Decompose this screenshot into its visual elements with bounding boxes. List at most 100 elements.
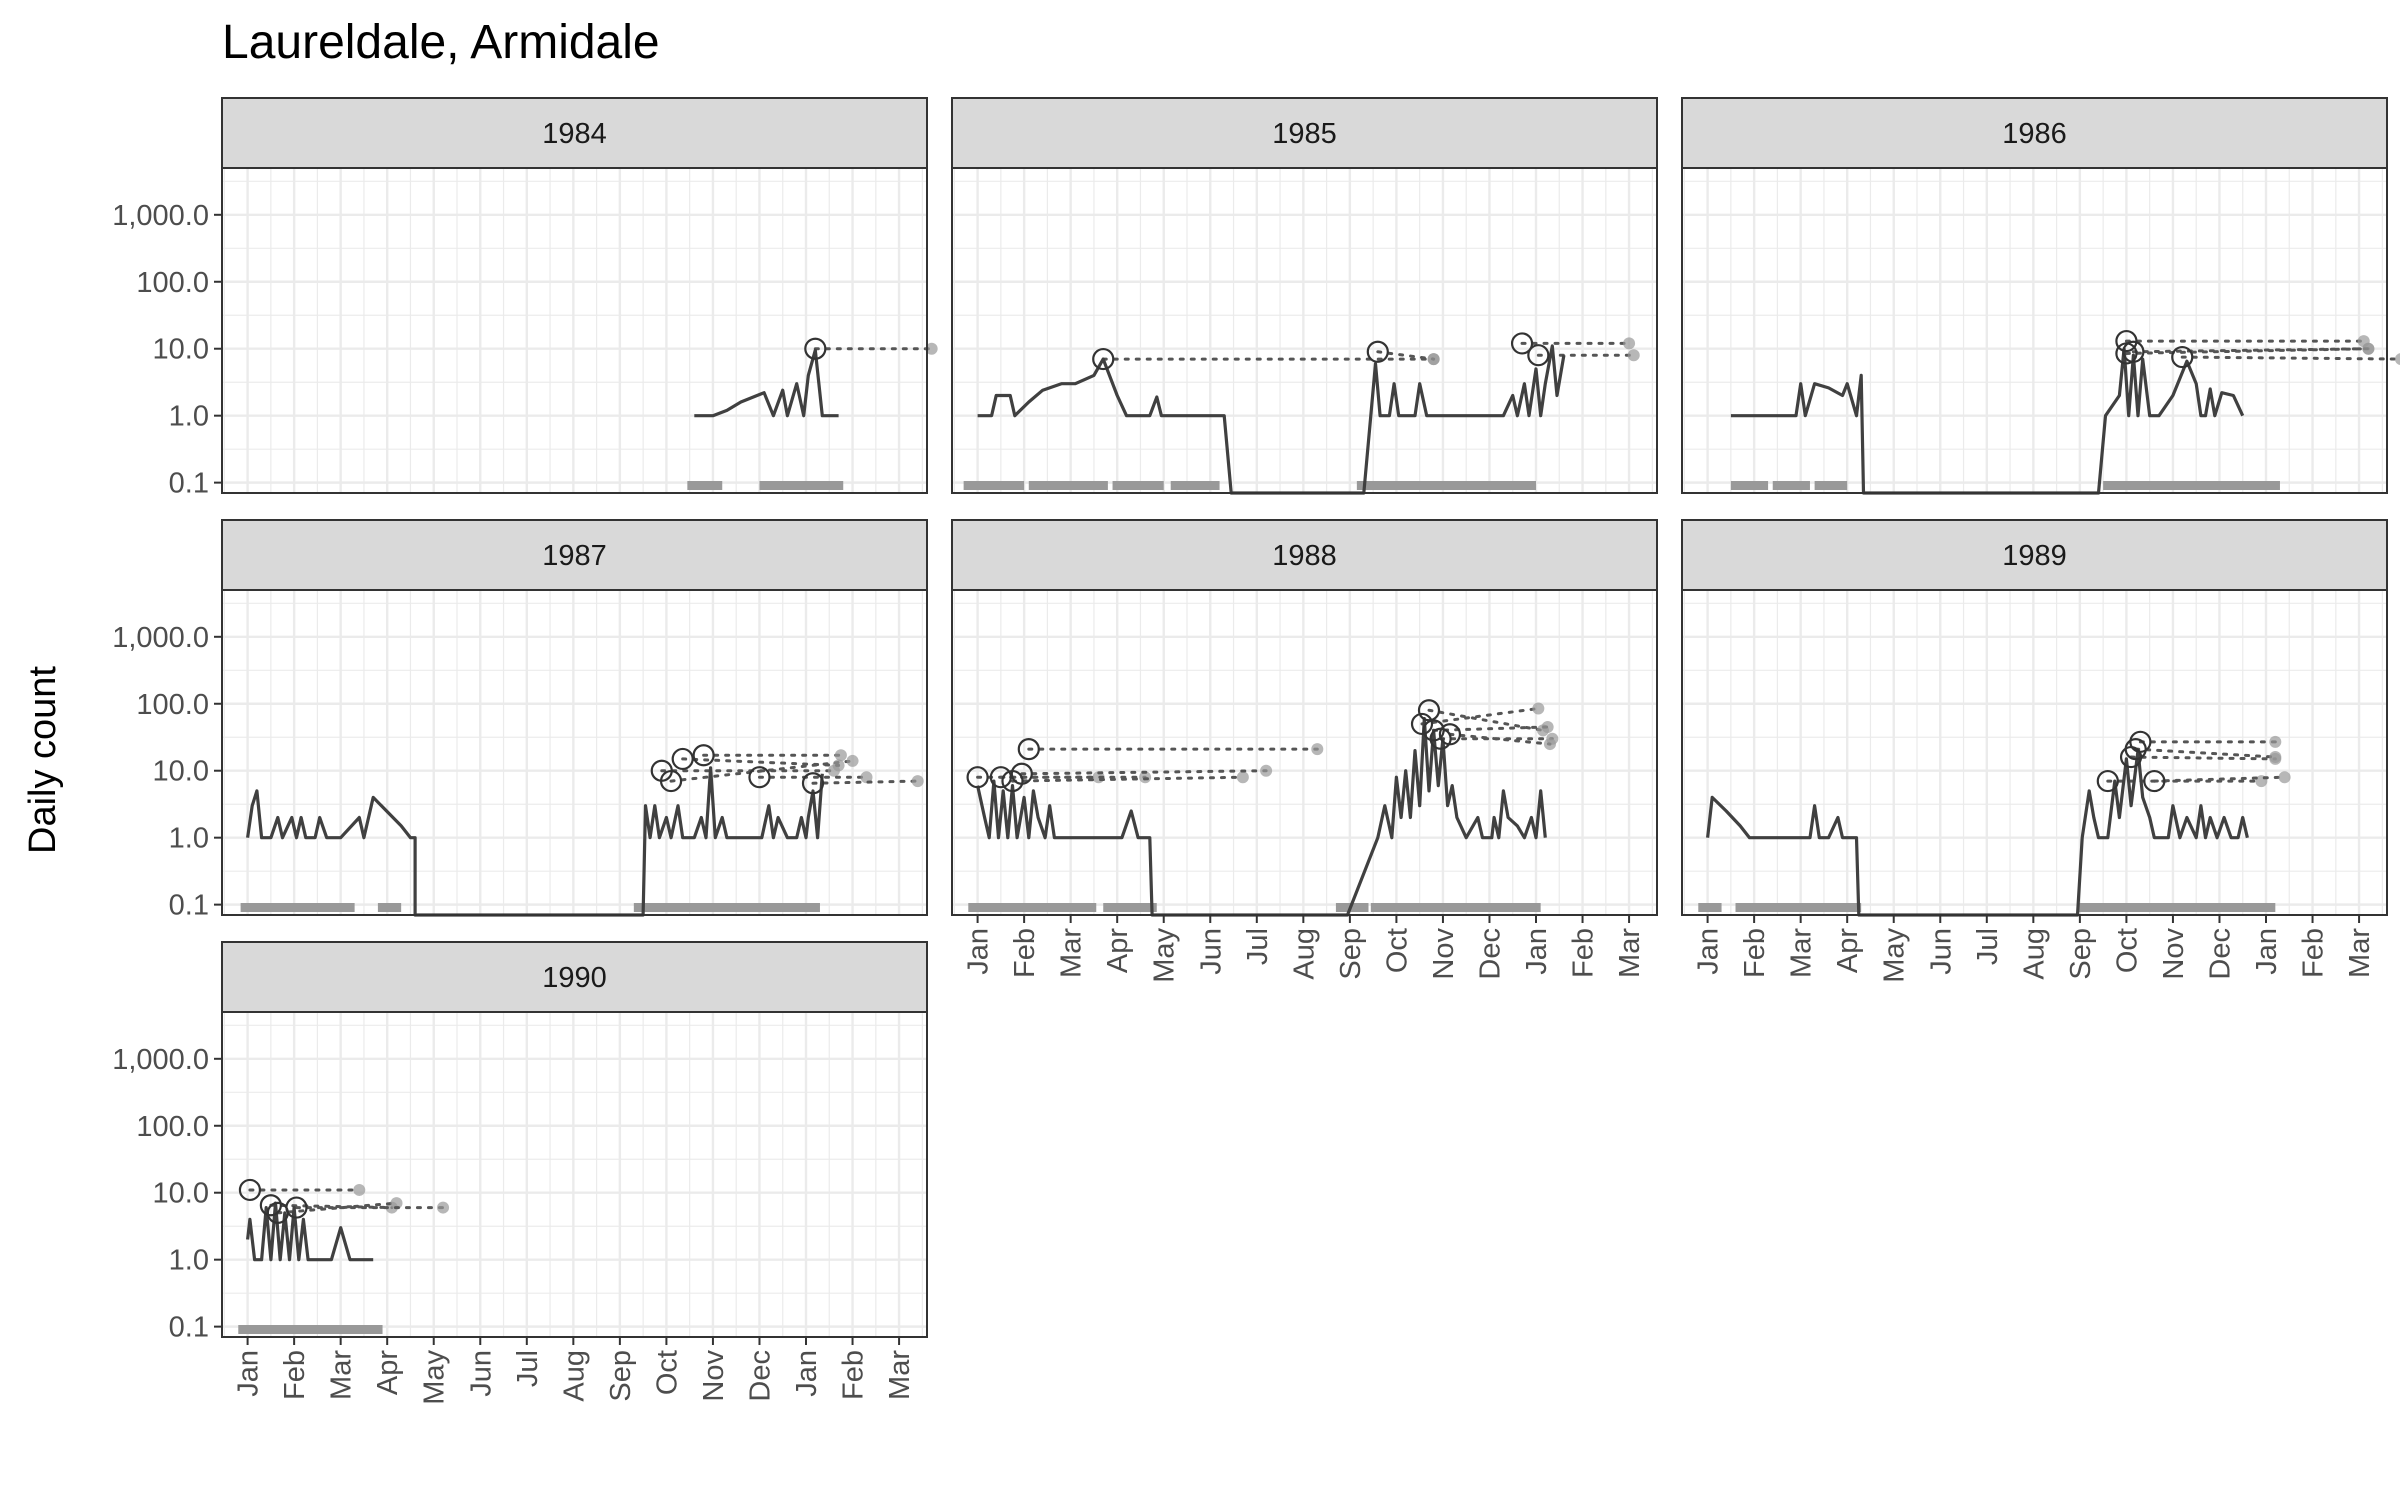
projection-line [1427,708,1545,732]
peak-marker [1410,712,1434,736]
x-tick-label: Aug [1288,928,1320,980]
panel-border [951,589,1658,916]
peak-marker [1092,347,1115,371]
facet-strip [951,519,1658,591]
x-tick-label: Jun [465,1350,497,1397]
projection-line [1420,706,1540,726]
coverage-bar [1335,903,1369,912]
peak-marker [1510,332,1534,355]
y-tick-label: 0.1 [169,468,209,500]
projection-point [832,759,845,772]
coverage-bar [1735,903,1862,912]
x-tick-label: Jun [1925,928,1957,975]
projection-point [860,771,873,784]
projection-point [1139,771,1152,784]
facet-strip [221,941,928,1013]
coverage-bar [1370,903,1541,912]
peak-marker [966,766,989,789]
x-tick-label: Apr [1832,928,1864,973]
x-tick-label: Mar [1614,928,1646,978]
peak-marker [2143,769,2166,793]
x-tick-label: Nov [1428,928,1460,980]
x-tick-label: Sep [2065,928,2097,980]
projection-line [2129,755,2277,761]
projection-line [1376,350,1436,361]
coverage-bar [1814,481,1848,490]
x-tick-label: Dec [745,1350,777,1402]
x-tick-label: Mar [1786,928,1818,978]
projection-point [1627,349,1640,362]
peak-marker [801,772,825,795]
x-tick-label: Jul [1242,928,1274,965]
x-tick-label: Feb [1009,928,1041,978]
peak-marker [804,337,827,360]
y-tick-label: 10.0 [153,1178,209,1210]
peak-marker [2171,345,2194,369]
projection-point [2362,342,2375,355]
coverage-bar [2077,903,2276,912]
coverage-bar [1698,903,1722,912]
facet-panel-1985: 1985 [951,97,1658,495]
facet-strip-label: 1985 [1272,118,1337,150]
x-tick-label: Nov [2158,928,2190,980]
peak-marker [2129,730,2152,753]
coverage-bar [377,903,402,912]
projection-point [1623,337,1636,350]
coverage-bar [238,1325,383,1334]
y-tick-label: 10.0 [153,756,209,788]
facet-panels: 1984 0.1 1.0 10.0 100.0 1,000.0 1985 1986 1987 0.… [112,97,2400,1405]
x-tick-label: Nov [698,1350,730,1402]
series-line [694,348,839,418]
projection-point [1260,764,1273,777]
peak-marker [1366,340,1389,363]
facet-strip-label: 1987 [542,540,607,572]
x-tick-label: Mar [326,1350,358,1400]
peak-marker [1417,699,1441,722]
x-tick-label: May [1149,928,1181,983]
x-tick-label: Dec [1475,928,1507,980]
projection-line [2152,775,2287,783]
x-tick-label: Jan [2251,928,2283,975]
projection-point [1532,702,1545,715]
projection-point [1427,353,1440,366]
x-tick-label: Oct [651,1350,683,1395]
panel-border [1681,167,2388,494]
coverage-bar [968,903,1097,912]
panel-border [221,589,928,916]
peak-marker [692,744,715,767]
peak-marker [1010,762,1033,785]
x-tick-label: Jul [1972,928,2004,965]
x-tick-label: Feb [1739,928,1771,978]
peak-marker [2115,329,2138,353]
facet-strip [221,519,928,591]
projection-line [1432,725,1550,732]
coverage-bar [2103,481,2280,490]
facet-panel-1989: 1989 Jan Feb Mar Apr May Jun Jul Aug Sep Oct Nov Dec… [1681,519,2388,983]
x-tick-label: Apr [372,1350,404,1395]
projection-point [1541,720,1554,733]
x-tick-label: Apr [1102,928,1134,973]
y-tick-label: 1,000.0 [112,1044,209,1076]
y-tick-label: 100.0 [136,267,209,299]
y-axis-label: Daily count [22,666,64,854]
peak-marker [2122,340,2145,363]
x-tick-label: Aug [558,1350,590,1402]
coverage-bar [1170,481,1220,490]
coverage-bar [1103,903,1157,912]
x-tick-label: Mar [884,1350,916,1400]
coverage-bar [1112,481,1164,490]
peak-marker [989,766,1012,789]
peak-marker [1017,738,1040,761]
coverage-bar [687,481,723,490]
facet-strip-label: 1984 [542,118,607,150]
coverage-bar [1730,481,1769,490]
peak-marker [1422,719,1445,742]
x-tick-label: Sep [605,1350,637,1402]
y-tick-label: 10.0 [153,334,209,366]
projection-point [846,754,859,767]
projection-point [925,342,938,355]
coverage-bar [963,481,1025,490]
x-tick-label: Dec [2205,928,2237,980]
panel-border [951,167,1658,494]
projection-point [437,1201,450,1214]
